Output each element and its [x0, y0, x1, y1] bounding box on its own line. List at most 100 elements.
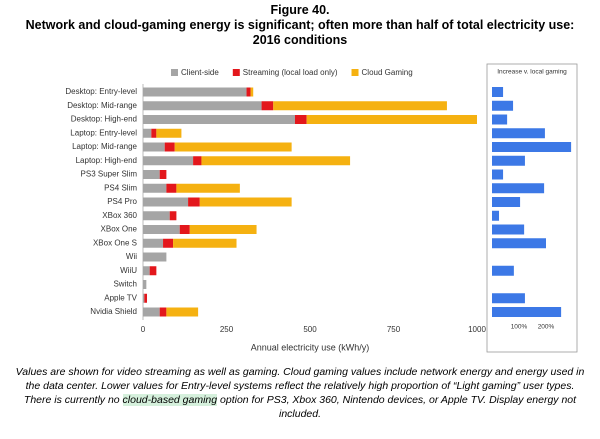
y-tick-label: Desktop: Mid-range	[67, 101, 137, 110]
bar-segment	[179, 225, 190, 234]
bar-segment	[169, 211, 177, 221]
bar-segment	[143, 183, 167, 193]
panel-tick-label: 100%	[511, 324, 528, 331]
bar	[492, 100, 514, 111]
chart: Client-side Streaming (local load only) Cl…	[65, 63, 578, 353]
y-tick-label: Laptop: Mid-range	[72, 142, 137, 151]
bar-segment	[143, 225, 180, 234]
bar-segment	[159, 170, 167, 179]
legend-swatch	[171, 69, 178, 76]
bar-segment	[166, 183, 177, 193]
bar-segment	[176, 183, 240, 193]
bar-segment	[143, 293, 145, 303]
y-tick-label: PS4 Pro	[107, 197, 137, 206]
bar-segment	[143, 87, 247, 97]
bar	[492, 224, 525, 235]
bar-segment	[188, 197, 200, 207]
bar-segment	[163, 238, 174, 248]
legend-label: Cloud Gaming	[362, 68, 413, 77]
bar-segment	[250, 87, 254, 97]
y-tick-label: PS4 Slim	[104, 183, 137, 192]
bar-segment	[143, 280, 147, 289]
x-axis-label: Annual electricity use (kWh/y)	[251, 342, 370, 352]
bar-segment	[273, 101, 447, 111]
bar	[492, 293, 525, 304]
bar	[492, 87, 504, 97]
y-tick-label: Desktop: Entry-level	[65, 87, 137, 96]
y-tick-label: Switch	[113, 280, 137, 289]
caption-text: Values are shown for video streaming as …	[15, 366, 585, 406]
bar-segment	[143, 307, 160, 317]
bar-segment	[166, 307, 199, 317]
legend-label: Client-side	[181, 68, 219, 77]
bar-segment	[199, 197, 292, 207]
bar	[492, 197, 521, 207]
bar-segment	[159, 307, 167, 317]
bar	[492, 238, 546, 249]
bar-segment	[164, 142, 175, 152]
bar	[492, 265, 514, 276]
y-tick-label: Desktop: High-end	[71, 115, 137, 124]
y-tick-label: XBox One S	[93, 238, 137, 247]
header: Figure 40. Network and cloud-gaming ener…	[0, 0, 600, 52]
bar-segment	[306, 115, 477, 124]
bar-segment	[143, 252, 167, 262]
bar-segment	[261, 101, 274, 111]
bar-segment	[149, 266, 157, 276]
y-tick-label: XBox 360	[102, 211, 137, 220]
bar-segment	[143, 197, 189, 207]
caption: Values are shown for video streaming as …	[0, 365, 600, 421]
legend-swatch	[351, 69, 359, 76]
bar-segment	[246, 87, 251, 97]
bar-segment	[143, 115, 295, 124]
bar-segment	[151, 128, 157, 138]
figure-number: Figure 40.	[270, 3, 330, 17]
y-tick-label: Laptop: High-end	[76, 156, 137, 165]
bar-segment	[143, 101, 262, 111]
bar-segment	[143, 128, 152, 138]
bar-segment	[189, 225, 257, 234]
bar-segment	[143, 142, 165, 152]
bar	[492, 169, 504, 180]
bar	[492, 155, 525, 166]
bar	[492, 307, 562, 317]
panel-tick-label: 200%	[538, 324, 555, 331]
bar-segment	[144, 293, 148, 303]
bar	[492, 210, 500, 221]
bar-segment	[201, 156, 351, 166]
x-tick-label: 500	[303, 325, 317, 334]
y-tick-label: Wii	[126, 252, 137, 261]
x-tick-label: 750	[387, 325, 401, 334]
y-tick-label: PS3 Super Slim	[81, 170, 138, 179]
bar-segment	[174, 142, 292, 152]
bar	[492, 183, 545, 194]
y-tick-label: Laptop: Entry-level	[70, 128, 137, 137]
caption-highlight: cloud-based gaming	[122, 394, 218, 406]
panel-frame	[486, 63, 578, 353]
bar-segment	[294, 115, 307, 124]
x-tick-label: 0	[141, 325, 146, 334]
y-tick-label: XBox One	[101, 225, 138, 234]
bar-segment	[156, 128, 182, 138]
legend-label: Streaming (local load only)	[243, 68, 338, 77]
x-tick-label: 250	[220, 325, 234, 334]
bar	[492, 128, 545, 139]
bar	[492, 142, 572, 152]
panel-title: Increase v. local gaming	[497, 69, 567, 76]
chart-title: Network and cloud-gaming energy is signi…	[25, 18, 575, 47]
bar-segment	[143, 238, 164, 248]
bar-segment	[143, 170, 160, 179]
y-tick-label: Nvidia Shield	[90, 307, 137, 316]
bar-segment	[193, 156, 202, 166]
bar-segment	[143, 156, 194, 166]
legend-swatch	[232, 69, 240, 76]
x-tick-label: 1000	[468, 325, 486, 334]
bar-segment	[143, 266, 150, 276]
caption-text: option for PS3, Xbox 360, Nintendo devic…	[217, 394, 577, 420]
bar-segment	[143, 211, 170, 221]
y-tick-label: Apple TV	[104, 293, 137, 302]
bar	[492, 114, 508, 125]
y-tick-label: WiiU	[120, 266, 137, 275]
bar-segment	[173, 238, 237, 248]
